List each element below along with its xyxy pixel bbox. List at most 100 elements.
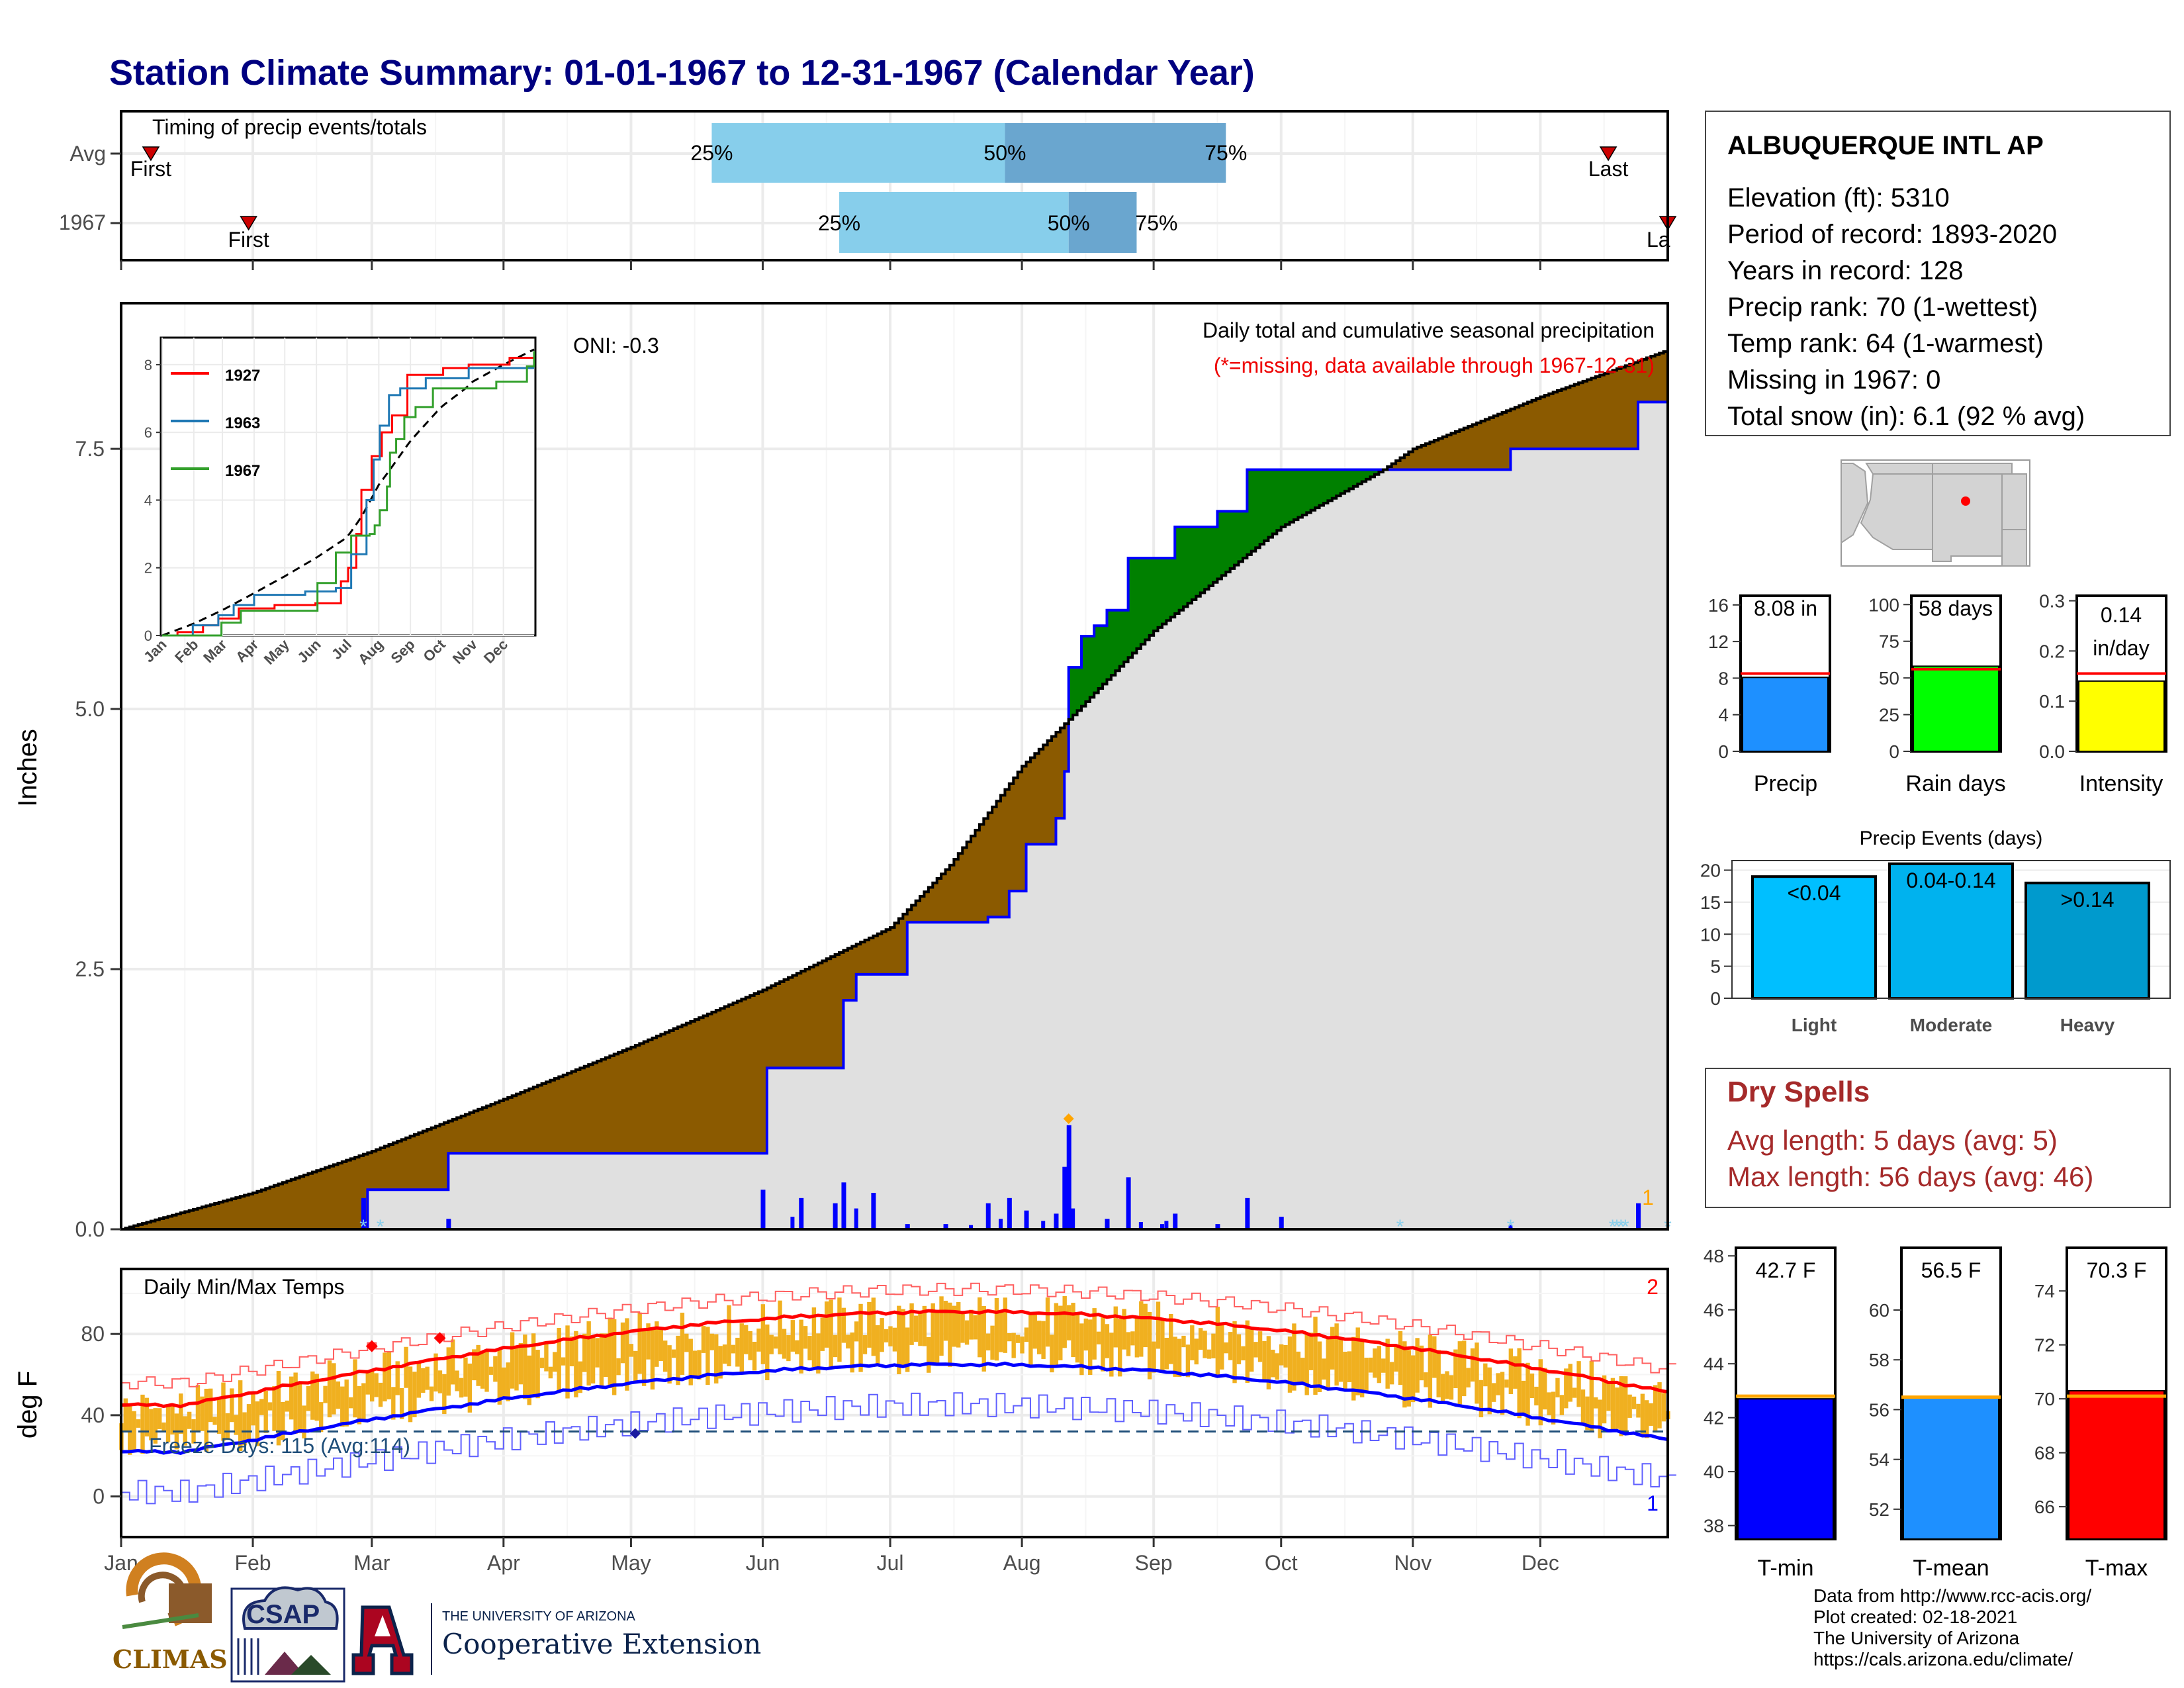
footer-line-2: Plot created: 02-18-2021 — [1813, 1607, 2017, 1627]
daily-temp-bar — [344, 1379, 349, 1427]
daily-temp-bar — [165, 1405, 171, 1442]
mini-ytick-label: 100 — [1868, 594, 1899, 615]
daily-precip-bar — [1041, 1221, 1046, 1229]
daily-temp-bar — [586, 1321, 591, 1386]
year-p50-label: 50% — [1048, 211, 1090, 235]
daily-precip-bar — [1173, 1213, 1178, 1229]
daily-temp-bar — [318, 1402, 324, 1432]
daily-temp-bar — [1296, 1351, 1301, 1382]
daily-temp-bar — [604, 1333, 608, 1378]
tmax-value-label: 70.3 F — [2087, 1258, 2147, 1282]
daily-temp-bar — [183, 1416, 187, 1446]
timing-row-1967: 1967 — [59, 211, 106, 234]
daily-temp-bar — [1241, 1346, 1246, 1361]
daily-temp-bar — [994, 1297, 999, 1361]
daily-temp-bar — [1147, 1311, 1152, 1380]
snow-marker: * — [1621, 1216, 1629, 1238]
footer-line-4: https://cals.arizona.edu/climate/ — [1813, 1649, 2073, 1669]
daily-temp-bar — [1096, 1331, 1101, 1344]
page-title: Station Climate Summary: 01-01-1967 to 1… — [109, 53, 1255, 93]
daily-temp-bar — [799, 1319, 803, 1374]
avg-first-marker — [142, 146, 160, 162]
daily-temp-bar — [1355, 1327, 1360, 1395]
daily-temp-bar — [1143, 1303, 1148, 1348]
daily-temp-bar — [1508, 1348, 1514, 1395]
daily-temp-bar — [408, 1366, 413, 1423]
daily-temp-bar — [782, 1329, 787, 1359]
tbar-ytick-label: 42 — [1704, 1408, 1724, 1429]
dry-spells-box: Dry Spells Avg length: 5 days (avg: 5) M… — [1705, 1068, 2171, 1208]
tmean-value-label: 56.5 F — [1921, 1258, 1981, 1282]
tbar-ytick-label: 58 — [1869, 1350, 1889, 1370]
temp-panel: Daily Min/Max Temps Freeze Days: 115 (Av… — [13, 1268, 1676, 1575]
daily-temp-bar — [667, 1345, 672, 1384]
daily-temp-bar — [1045, 1297, 1050, 1347]
daily-temp-bar — [353, 1359, 357, 1418]
precip-ytick-label: 5.0 — [75, 697, 105, 721]
daily-temp-bar — [480, 1350, 485, 1389]
daily-temp-bar — [340, 1386, 345, 1427]
daily-temp-bar — [1338, 1338, 1343, 1382]
daily-temp-bar — [1066, 1305, 1071, 1340]
avg-50-75-bar — [1005, 123, 1226, 183]
daily-temp-bar — [692, 1350, 698, 1378]
daily-temp-bar — [1101, 1315, 1105, 1372]
events-frame — [1731, 860, 2171, 999]
tbar-ytick-label: 52 — [1869, 1499, 1889, 1520]
daily-temp-bar — [676, 1335, 680, 1385]
daily-temp-bar — [858, 1303, 863, 1372]
daily-temp-bar — [829, 1299, 833, 1368]
daily-temp-bar — [1640, 1393, 1645, 1434]
daily-temp-bar — [1602, 1375, 1607, 1424]
mini-ytick-label: 4 — [1718, 705, 1729, 726]
daily-temp-bar — [1572, 1387, 1577, 1398]
events-title: Precip Events (days) — [1860, 827, 2043, 849]
daily-temp-bar — [1410, 1355, 1416, 1403]
timing-panel: Timing of precip events/totals 25% 50% 7… — [59, 110, 1677, 270]
daily-temp-bar — [208, 1388, 213, 1423]
daily-temp-bar — [1211, 1333, 1216, 1359]
daily-temp-bar — [960, 1312, 965, 1343]
avg-25-50-bar — [711, 123, 1005, 183]
daily-temp-bar — [1007, 1333, 1012, 1342]
daily-temp-bar — [633, 1350, 638, 1383]
daily-precip-bar — [1164, 1221, 1169, 1229]
daily-temp-bar — [918, 1310, 923, 1346]
daily-temp-bar — [735, 1337, 740, 1367]
daily-temp-bar — [718, 1346, 723, 1379]
dry-spells-avg: Avg length: 5 days (avg: 5) — [1727, 1125, 2058, 1156]
daily-temp-bar — [1657, 1382, 1662, 1429]
daily-temp-bar — [1598, 1399, 1602, 1438]
daily-temp-bar — [1130, 1331, 1135, 1346]
inset-legend-1963: 1963 — [225, 414, 260, 432]
daily-temp-bar — [302, 1405, 306, 1438]
daily-temp-bar — [336, 1381, 341, 1409]
year-first-label: First — [228, 228, 269, 252]
daily-temp-bar — [1661, 1393, 1666, 1422]
daily-temp-bar — [357, 1385, 362, 1425]
daily-temp-bar — [876, 1325, 880, 1365]
daily-temp-bar — [476, 1344, 480, 1386]
ua-logo-large-text: Cooperative Extension — [442, 1628, 761, 1660]
daily-temp-bar — [646, 1323, 651, 1360]
ua-logo: THE UNIVERSITY OF ARIZONA Cooperative Ex… — [351, 1603, 761, 1675]
temp-ytick-label: 40 — [81, 1403, 105, 1427]
tmean-chart: 52 54 56 58 60 — [1869, 1246, 2002, 1540]
daily-precip-bar — [1160, 1224, 1164, 1229]
inset-1927-line — [162, 353, 535, 637]
month-label: May — [611, 1551, 651, 1575]
daily-temp-bar — [1126, 1332, 1131, 1356]
daily-temp-bar — [922, 1305, 927, 1346]
daily-temp-bar — [1631, 1396, 1637, 1409]
daily-temp-bar — [1313, 1317, 1318, 1395]
daily-temp-bar — [1250, 1327, 1254, 1372]
daily-temp-bar — [293, 1372, 298, 1434]
daily-temp-bar — [880, 1318, 884, 1352]
daily-temp-bar — [136, 1419, 141, 1428]
intensity-value-label-1: 0.14 — [2101, 603, 2142, 627]
daily-temp-bar — [1368, 1357, 1373, 1373]
daily-temp-bar — [1445, 1371, 1449, 1399]
daily-temp-bar — [909, 1303, 914, 1345]
daily-temp-bar — [1058, 1305, 1063, 1361]
